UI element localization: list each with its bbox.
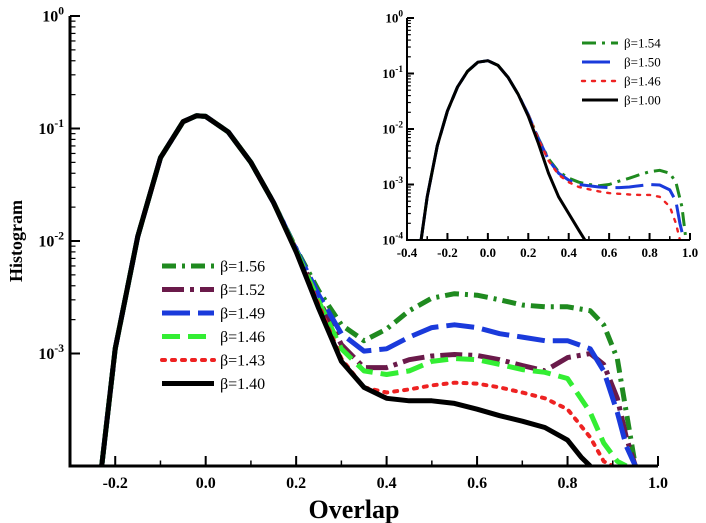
main-y-tick-label-3: 100 xyxy=(42,5,64,25)
main-y-tick-label-2: 10-1 xyxy=(38,118,64,138)
inset-x-tick-label-4: 0.4 xyxy=(561,245,578,260)
main-legend-label-1: β=1.52 xyxy=(220,282,265,299)
main-x-tick-label-4: 0.6 xyxy=(467,475,487,492)
main-x-tick-label-0: -0.2 xyxy=(103,475,128,492)
inset-legend-label-1: β=1.50 xyxy=(624,55,661,70)
inset-y-tick-label-4: 100 xyxy=(385,10,403,26)
inset-legend: β=1.54 β=1.50 β=1.46 β=1.00 xyxy=(580,36,661,108)
main-series-line-3 xyxy=(99,113,628,466)
main-y-tick-label-1: 10-2 xyxy=(38,230,64,250)
inset-legend-label-2: β=1.46 xyxy=(624,74,661,89)
inset-y-tick-label-1: 10-3 xyxy=(382,176,403,192)
inset-x-tick-label-7: 1.0 xyxy=(682,245,698,260)
main-series-line-5 xyxy=(99,113,592,466)
main-plot: -0.2 0.0 0.2 0.4 0.6 0.8 1.0 10-3 10-2 10-1 100 Ove… xyxy=(6,5,668,523)
main-legend-label-4: β=1.43 xyxy=(220,353,265,370)
main-x-tick-label-1: 0.0 xyxy=(196,475,216,492)
main-x-tick-label-2: 0.2 xyxy=(286,475,306,492)
main-series-line-1 xyxy=(99,113,638,466)
main-legend: β=1.56 β=1.52 β=1.49 β=1.46 β=1.43 β=1.40 xyxy=(160,259,265,393)
inset-x-tick-label-6: 0.8 xyxy=(641,245,658,260)
inset-plot: -0.4 -0.2 0.0 0.2 0.4 0.6 0.8 1.0 10-4 10-3 10-2 10… xyxy=(382,10,698,260)
inset-y-tick-label-3: 10-1 xyxy=(382,65,403,81)
inset-y-tick-label-0: 10-4 xyxy=(382,232,403,248)
main-legend-label-0: β=1.56 xyxy=(220,259,265,276)
inset-x-tick-label-3: 0.2 xyxy=(520,245,536,260)
main-y-axis-title: Histogram xyxy=(6,200,26,282)
main-x-axis-title: Overlap xyxy=(309,495,400,523)
main-legend-label-2: β=1.49 xyxy=(220,306,265,323)
inset-y-tick-label-2: 10-2 xyxy=(382,121,403,137)
inset-legend-label-3: β=1.00 xyxy=(624,93,661,108)
main-y-tick-label-0: 10-3 xyxy=(38,343,64,363)
inset-x-tick-label-0: -0.4 xyxy=(397,245,418,260)
inset-series-line-3 xyxy=(419,59,587,240)
inset-x-tick-label-2: 0.0 xyxy=(480,245,496,260)
main-series-line-0 xyxy=(99,113,638,466)
inset-x-tick-label-1: -0.2 xyxy=(437,245,458,260)
main-x-tick-label-6: 1.0 xyxy=(648,475,668,492)
main-x-tick-label-3: 0.4 xyxy=(377,475,397,492)
main-legend-label-5: β=1.40 xyxy=(220,376,265,393)
main-x-tick-label-5: 0.8 xyxy=(558,475,578,492)
inset-x-tick-label-5: 0.6 xyxy=(601,245,618,260)
main-legend-label-3: β=1.46 xyxy=(220,329,265,346)
inset-legend-label-0: β=1.54 xyxy=(624,36,661,51)
